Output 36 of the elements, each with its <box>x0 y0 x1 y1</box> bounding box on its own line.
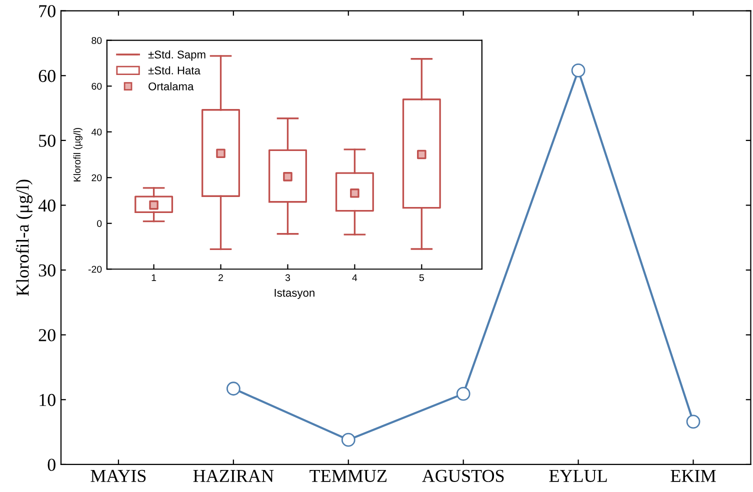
y-axis-title: Klorofil (µg/l) <box>73 128 82 182</box>
y-tick-label: 30 <box>38 264 56 276</box>
x-tick-label: HAZIRAN <box>193 470 274 482</box>
y-tick-label: 10 <box>40 394 56 406</box>
annotation: ±Std. Hata <box>148 66 200 74</box>
y-tick-label: -20 <box>88 266 102 273</box>
x-tick-label: TEMMUZ <box>310 470 387 482</box>
point <box>686 414 700 429</box>
x-tick-label: EYLUL <box>549 470 607 482</box>
annotation: ±Std. Sapm <box>148 50 206 61</box>
y-tick-label: 20 <box>38 329 56 342</box>
x-tick-label: 5 <box>419 274 424 282</box>
point <box>456 386 470 401</box>
x-tick-label: 2 <box>218 274 223 282</box>
y-tick-label: 70 <box>39 5 56 18</box>
y-tick-label: 40 <box>91 128 102 136</box>
x-axis-title: Istasyon <box>274 289 314 299</box>
y-tick-label: 60 <box>92 82 102 90</box>
x-tick-label: 4 <box>352 274 358 282</box>
y-tick-label: 20 <box>92 174 102 182</box>
x-tick-label: 3 <box>285 274 290 282</box>
y-tick-label: 50 <box>39 134 56 147</box>
x-tick-label: MAYIS <box>90 470 146 482</box>
y-tick-label: 80 <box>92 37 102 44</box>
x-tick-label: EKIM <box>670 470 716 482</box>
point <box>571 63 586 78</box>
x-tick-label: 1 <box>152 274 156 282</box>
y-tick-label: 60 <box>38 70 56 82</box>
y-tick-label: 0 <box>97 220 102 227</box>
point <box>226 382 240 396</box>
y-axis-title: Klorofil-a (μg/l) <box>16 180 33 296</box>
x-tick-label: AGUSTOS <box>422 470 504 482</box>
point <box>341 432 356 447</box>
y-tick-label: 40 <box>38 199 56 212</box>
y-tick-label: 0 <box>48 458 56 471</box>
legend-label: Ortalama <box>148 82 194 90</box>
